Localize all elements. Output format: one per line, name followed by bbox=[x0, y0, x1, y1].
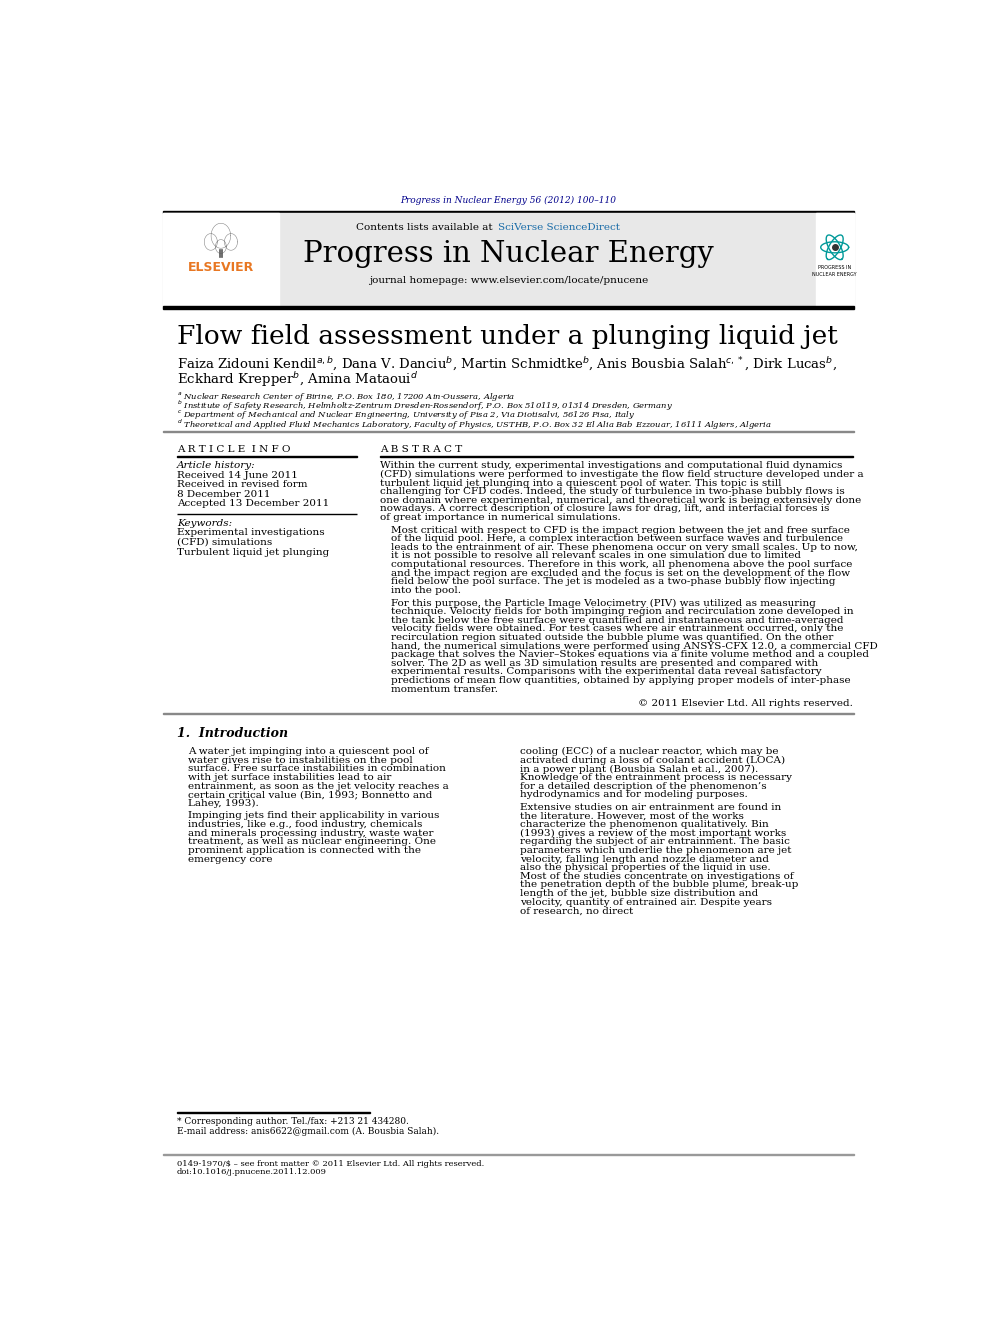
Text: Impinging jets find their applicability in various: Impinging jets find their applicability … bbox=[188, 811, 439, 820]
Text: Most critical with respect to CFD is the impact region between the jet and free : Most critical with respect to CFD is the… bbox=[392, 525, 850, 534]
Text: Contents lists available at: Contents lists available at bbox=[356, 224, 496, 233]
Text: the penetration depth of the bubble plume, break-up: the penetration depth of the bubble plum… bbox=[520, 880, 799, 889]
Text: one domain where experimental, numerical, and theoretical work is being extensiv: one domain where experimental, numerical… bbox=[380, 496, 861, 505]
Text: activated during a loss of coolant accident (LOCA): activated during a loss of coolant accid… bbox=[520, 755, 785, 765]
Text: parameters which underlie the phenomenon are jet: parameters which underlie the phenomenon… bbox=[520, 845, 792, 855]
Text: experimental results. Comparisons with the experimental data reveal satisfactory: experimental results. Comparisons with t… bbox=[392, 667, 822, 676]
Text: recirculation region situated outside the bubble plume was quantified. On the ot: recirculation region situated outside th… bbox=[392, 632, 833, 642]
Text: of research, no direct: of research, no direct bbox=[520, 906, 633, 916]
Text: For this purpose, the Particle Image Velocimetry (PIV) was utilized as measuring: For this purpose, the Particle Image Vel… bbox=[392, 598, 816, 607]
Text: velocity, falling length and nozzle diameter and: velocity, falling length and nozzle diam… bbox=[520, 855, 769, 864]
Text: also the physical properties of the liquid in use.: also the physical properties of the liqu… bbox=[520, 863, 771, 872]
Bar bbox=[163, 213, 279, 306]
Text: PROGRESS IN
NUCLEAR ENERGY: PROGRESS IN NUCLEAR ENERGY bbox=[812, 265, 857, 277]
Text: A water jet impinging into a quiescent pool of: A water jet impinging into a quiescent p… bbox=[188, 747, 429, 757]
Text: and the impact region are excluded and the focus is set on the development of th: and the impact region are excluded and t… bbox=[392, 569, 850, 578]
Text: into the pool.: into the pool. bbox=[392, 586, 461, 595]
Text: with jet surface instabilities lead to air: with jet surface instabilities lead to a… bbox=[188, 773, 392, 782]
Bar bbox=[163, 213, 854, 306]
Text: Keywords:: Keywords: bbox=[177, 519, 232, 528]
Text: velocity fields were obtained. For test cases where air entrainment occurred, on: velocity fields were obtained. For test … bbox=[392, 624, 844, 634]
Text: Extensive studies on air entrainment are found in: Extensive studies on air entrainment are… bbox=[520, 803, 782, 812]
Text: the literature. However, most of the works: the literature. However, most of the wor… bbox=[520, 811, 744, 820]
Text: turbulent liquid jet plunging into a quiescent pool of water. This topic is stil: turbulent liquid jet plunging into a qui… bbox=[380, 479, 782, 488]
Text: surface. Free surface instabilities in combination: surface. Free surface instabilities in c… bbox=[188, 765, 446, 774]
Text: cooling (ECC) of a nuclear reactor, which may be: cooling (ECC) of a nuclear reactor, whic… bbox=[520, 747, 779, 757]
Text: Faiza Zidouni Kendil$^{a,b}$, Dana V. Danciu$^b$, Martin Schmidtke$^b$, Anis Bou: Faiza Zidouni Kendil$^{a,b}$, Dana V. Da… bbox=[177, 356, 836, 373]
Text: hand, the numerical simulations were performed using ANSYS-CFX 12.0, a commercia: hand, the numerical simulations were per… bbox=[392, 642, 878, 651]
Text: E-mail address: anis6622@gmail.com (A. Bousbia Salah).: E-mail address: anis6622@gmail.com (A. B… bbox=[177, 1127, 438, 1135]
Text: (CFD) simulations were performed to investigate the flow field structure develop: (CFD) simulations were performed to inve… bbox=[380, 470, 863, 479]
Text: velocity, quantity of entrained air. Despite years: velocity, quantity of entrained air. Des… bbox=[520, 897, 772, 906]
Text: ELSEVIER: ELSEVIER bbox=[187, 261, 254, 274]
Text: Article history:: Article history: bbox=[177, 462, 255, 471]
Text: leads to the entrainment of air. These phenomena occur on very small scales. Up : leads to the entrainment of air. These p… bbox=[392, 542, 858, 552]
Text: 8 December 2011: 8 December 2011 bbox=[177, 490, 270, 499]
Text: package that solves the Navier–Stokes equations via a finite volume method and a: package that solves the Navier–Stokes eq… bbox=[392, 650, 869, 659]
Text: of the liquid pool. Here, a complex interaction between surface waves and turbul: of the liquid pool. Here, a complex inte… bbox=[392, 534, 843, 544]
Text: the tank below the free surface were quantified and instantaneous and time-avera: the tank below the free surface were qua… bbox=[392, 615, 844, 624]
Text: $^d$ Theoretical and Applied Fluid Mechanics Laboratory, Faculty of Physics, UST: $^d$ Theoretical and Applied Fluid Mecha… bbox=[177, 418, 771, 431]
Text: field below the pool surface. The jet is modeled as a two-phase bubbly flow inje: field below the pool surface. The jet is… bbox=[392, 577, 836, 586]
Text: and minerals processing industry, waste water: and minerals processing industry, waste … bbox=[188, 828, 434, 837]
Text: (CFD) simulations: (CFD) simulations bbox=[177, 538, 272, 546]
Text: A B S T R A C T: A B S T R A C T bbox=[380, 446, 462, 454]
Text: doi:10.1016/j.pnucene.2011.12.009: doi:10.1016/j.pnucene.2011.12.009 bbox=[177, 1168, 326, 1176]
Text: hydrodynamics and for modeling purposes.: hydrodynamics and for modeling purposes. bbox=[520, 790, 748, 799]
Text: journal homepage: www.elsevier.com/locate/pnucene: journal homepage: www.elsevier.com/locat… bbox=[369, 275, 648, 284]
Text: emergency core: emergency core bbox=[188, 855, 273, 864]
Text: momentum transfer.: momentum transfer. bbox=[392, 685, 498, 693]
Text: (1993) gives a review of the most important works: (1993) gives a review of the most import… bbox=[520, 828, 787, 837]
Text: A R T I C L E  I N F O: A R T I C L E I N F O bbox=[177, 446, 291, 454]
Text: Progress in Nuclear Energy 56 (2012) 100–110: Progress in Nuclear Energy 56 (2012) 100… bbox=[401, 196, 616, 205]
Text: technique. Velocity fields for both impinging region and recirculation zone deve: technique. Velocity fields for both impi… bbox=[392, 607, 854, 617]
Text: characterize the phenomenon qualitatively. Bin: characterize the phenomenon qualitativel… bbox=[520, 820, 769, 830]
Text: $^a$ Nuclear Research Center of Birine, P.O. Box 180, 17200 Ain-Oussera, Algeria: $^a$ Nuclear Research Center of Birine, … bbox=[177, 390, 515, 402]
Text: solver. The 2D as well as 3D simulation results are presented and compared with: solver. The 2D as well as 3D simulation … bbox=[392, 659, 818, 668]
Text: Lahey, 1993).: Lahey, 1993). bbox=[188, 799, 259, 808]
Text: challenging for CFD codes. Indeed, the study of turbulence in two-phase bubbly f: challenging for CFD codes. Indeed, the s… bbox=[380, 487, 844, 496]
Text: it is not possible to resolve all relevant scales in one simulation due to limit: it is not possible to resolve all releva… bbox=[392, 552, 802, 561]
Text: regarding the subject of air entrainment. The basic: regarding the subject of air entrainment… bbox=[520, 837, 790, 847]
Text: $^b$ Institute of Safety Research, Helmholtz-Zentrum Dresden-Rossendorf, P.O. Bo: $^b$ Institute of Safety Research, Helmh… bbox=[177, 400, 673, 413]
Text: predictions of mean flow quantities, obtained by applying proper models of inter: predictions of mean flow quantities, obt… bbox=[392, 676, 851, 685]
Bar bbox=[163, 212, 854, 213]
Text: computational resources. Therefore in this work, all phenomena above the pool su: computational resources. Therefore in th… bbox=[392, 560, 853, 569]
Text: * Corresponding author. Tel./fax: +213 21 434280.: * Corresponding author. Tel./fax: +213 2… bbox=[177, 1118, 409, 1126]
Text: prominent application is connected with the: prominent application is connected with … bbox=[188, 845, 422, 855]
Text: industries, like e.g., food industry, chemicals: industries, like e.g., food industry, ch… bbox=[188, 820, 423, 830]
Text: water gives rise to instabilities on the pool: water gives rise to instabilities on the… bbox=[188, 755, 413, 765]
Text: treatment, as well as nuclear engineering. One: treatment, as well as nuclear engineerin… bbox=[188, 837, 436, 847]
Text: 0149-1970/$ – see front matter © 2011 Elsevier Ltd. All rights reserved.: 0149-1970/$ – see front matter © 2011 El… bbox=[177, 1160, 484, 1168]
Text: Eckhard Krepper$^b$, Amina Mataoui$^d$: Eckhard Krepper$^b$, Amina Mataoui$^d$ bbox=[177, 370, 418, 389]
Bar bbox=[816, 213, 854, 306]
Text: Most of the studies concentrate on investigations of: Most of the studies concentrate on inves… bbox=[520, 872, 794, 881]
Text: Progress in Nuclear Energy: Progress in Nuclear Energy bbox=[303, 239, 714, 267]
Text: certain critical value (Bin, 1993; Bonnetto and: certain critical value (Bin, 1993; Bonne… bbox=[188, 790, 433, 799]
Text: for a detailed description of the phenomenon’s: for a detailed description of the phenom… bbox=[520, 782, 767, 791]
Text: in a power plant (Bousbia Salah et al., 2007).: in a power plant (Bousbia Salah et al., … bbox=[520, 765, 758, 774]
Text: © 2011 Elsevier Ltd. All rights reserved.: © 2011 Elsevier Ltd. All rights reserved… bbox=[638, 700, 852, 708]
Text: SciVerse ScienceDirect: SciVerse ScienceDirect bbox=[498, 224, 620, 233]
Text: Within the current study, experimental investigations and computational fluid dy: Within the current study, experimental i… bbox=[380, 462, 842, 471]
Text: Received 14 June 2011: Received 14 June 2011 bbox=[177, 471, 298, 480]
Text: Knowledge of the entrainment process is necessary: Knowledge of the entrainment process is … bbox=[520, 773, 792, 782]
Text: entrainment, as soon as the jet velocity reaches a: entrainment, as soon as the jet velocity… bbox=[188, 782, 449, 791]
Text: Flow field assessment under a plunging liquid jet: Flow field assessment under a plunging l… bbox=[177, 324, 837, 349]
Text: Turbulent liquid jet plunging: Turbulent liquid jet plunging bbox=[177, 548, 329, 557]
Text: Experimental investigations: Experimental investigations bbox=[177, 528, 324, 537]
Text: Accepted 13 December 2011: Accepted 13 December 2011 bbox=[177, 500, 329, 508]
Text: length of the jet, bubble size distribution and: length of the jet, bubble size distribut… bbox=[520, 889, 758, 898]
Text: 1.  Introduction: 1. Introduction bbox=[177, 728, 288, 740]
Text: Received in revised form: Received in revised form bbox=[177, 480, 308, 490]
Text: of great importance in numerical simulations.: of great importance in numerical simulat… bbox=[380, 513, 621, 523]
Text: nowadays. A correct description of closure laws for drag, lift, and interfacial : nowadays. A correct description of closu… bbox=[380, 504, 829, 513]
Text: $^c$ Department of Mechanical and Nuclear Engineering, University of Pisa 2, Via: $^c$ Department of Mechanical and Nuclea… bbox=[177, 409, 635, 421]
Bar bbox=[163, 306, 854, 308]
